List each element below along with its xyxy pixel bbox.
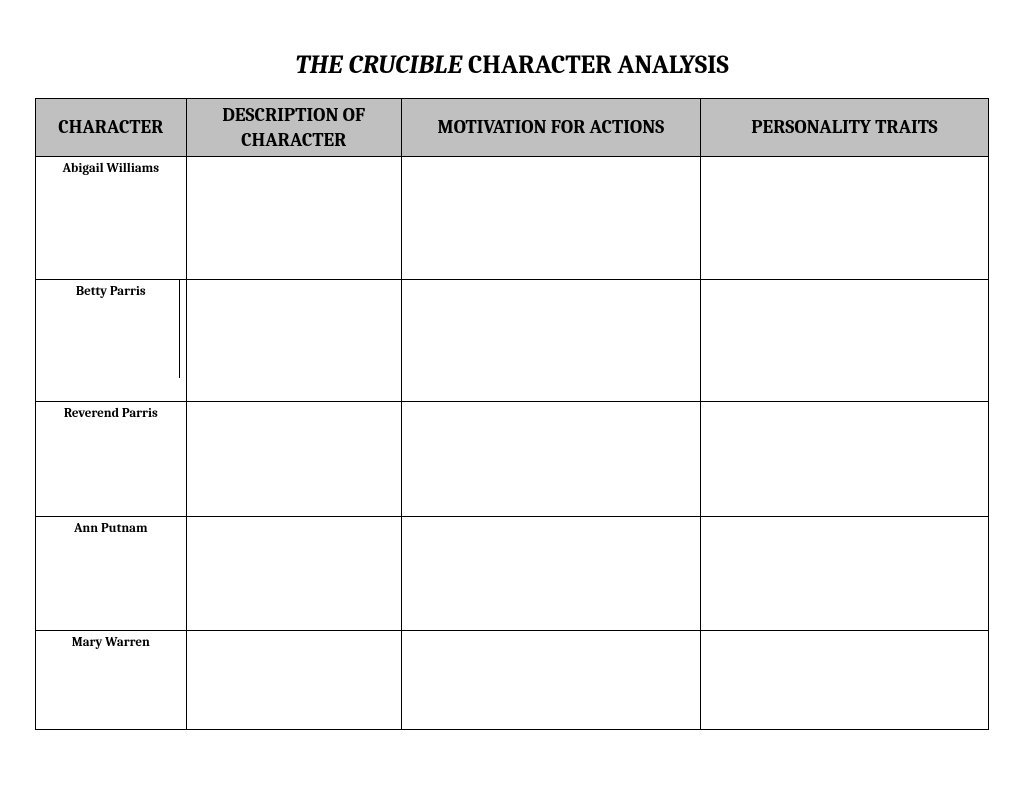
character-name-cell: Mary Warren	[36, 631, 187, 730]
table-row: Abigail Williams	[36, 157, 989, 280]
character-name-cell: Abigail Williams	[36, 157, 187, 280]
character-analysis-table: CHARACTER DESCRIPTION OF CHARACTER MOTIV…	[35, 98, 989, 730]
description-cell	[186, 157, 401, 280]
motivation-cell	[401, 517, 700, 631]
description-cell	[186, 517, 401, 631]
table-row: Mary Warren	[36, 631, 989, 730]
motivation-cell	[401, 280, 700, 402]
page-title: THE CRUCIBLE CHARACTER ANALYSIS	[35, 50, 989, 80]
character-name-cell: Betty Parris	[36, 280, 187, 402]
column-header-motivation: MOTIVATION FOR ACTIONS	[401, 99, 700, 157]
description-cell	[186, 631, 401, 730]
motivation-cell	[401, 402, 700, 517]
personality-cell	[700, 402, 988, 517]
personality-cell	[700, 631, 988, 730]
description-cell	[186, 402, 401, 517]
column-header-character: CHARACTER	[36, 99, 187, 157]
table-row: Reverend Parris	[36, 402, 989, 517]
title-regular-part: CHARACTER ANALYSIS	[462, 50, 729, 80]
character-name-cell: Reverend Parris	[36, 402, 187, 517]
motivation-cell	[401, 157, 700, 280]
description-cell	[186, 280, 401, 402]
motivation-cell	[401, 631, 700, 730]
table-row: Ann Putnam	[36, 517, 989, 631]
title-italic-part: THE CRUCIBLE	[295, 50, 462, 80]
personality-cell	[700, 157, 988, 280]
table-row: Betty Parris	[36, 280, 989, 402]
personality-cell	[700, 517, 988, 631]
table-header-row: CHARACTER DESCRIPTION OF CHARACTER MOTIV…	[36, 99, 989, 157]
character-name-cell: Ann Putnam	[36, 517, 187, 631]
column-header-personality: PERSONALITY TRAITS	[700, 99, 988, 157]
personality-cell	[700, 280, 988, 402]
column-header-description: DESCRIPTION OF CHARACTER	[186, 99, 401, 157]
